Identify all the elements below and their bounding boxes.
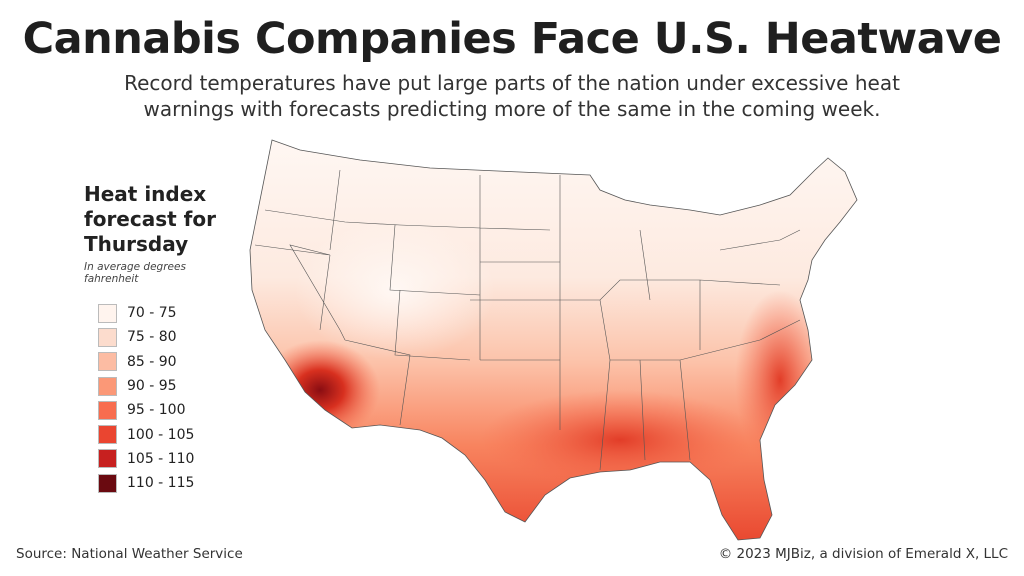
- legend-label: 105 - 110: [127, 450, 195, 467]
- legend-swatch: [98, 400, 117, 420]
- legend-item: 95 - 100: [84, 398, 234, 422]
- legend-label: 75 - 80: [127, 329, 177, 346]
- chart-subtitle: Record temperatures have put large parts…: [0, 70, 1024, 122]
- legend-swatch: [98, 352, 117, 372]
- legend-item: 75 - 80: [84, 325, 234, 349]
- legend-label: 70 - 75: [127, 305, 177, 322]
- legend-title-line: Thursday: [84, 232, 189, 256]
- legend-title-line: forecast for: [84, 207, 216, 231]
- legend-title-line: Heat index: [84, 182, 207, 206]
- legend-label: 85 - 90: [127, 353, 177, 370]
- source-note: Source: National Weather Service: [16, 546, 243, 562]
- legend-swatch: [98, 473, 117, 493]
- legend-swatch: [98, 376, 117, 396]
- legend-item: 90 - 95: [84, 374, 234, 398]
- legend-item: 110 - 115: [84, 471, 234, 495]
- legend-swatch: [98, 327, 117, 347]
- legend-item: 105 - 110: [84, 447, 234, 471]
- us-outline: [249, 139, 858, 541]
- copyright-note: © 2023 MJBiz, a division of Emerald X, L…: [718, 546, 1008, 562]
- legend-label: 100 - 105: [127, 426, 195, 443]
- legend-label: 90 - 95: [127, 378, 177, 395]
- subtitle-line: warnings with forecasts predicting more …: [143, 97, 881, 121]
- legend-swatch: [98, 425, 117, 445]
- heat-fill: [250, 140, 857, 540]
- legend-label: 95 - 100: [127, 402, 186, 419]
- legend-label: 110 - 115: [127, 475, 195, 492]
- legend-item: 100 - 105: [84, 422, 234, 446]
- subtitle-line: Record temperatures have put large parts…: [124, 71, 900, 95]
- legend-items: 70 - 75 75 - 80 85 - 90 90 - 95 95 - 100 100 …: [84, 301, 234, 495]
- legend-item: 70 - 75: [84, 301, 234, 325]
- legend-note-line: In average degrees: [84, 261, 186, 273]
- legend-item: 85 - 90: [84, 350, 234, 374]
- legend-title: Heat index forecast for Thursday: [84, 182, 234, 257]
- legend: Heat index forecast for Thursday In aver…: [84, 182, 234, 495]
- legend-swatch: [98, 449, 117, 469]
- chart-title: Cannabis Companies Face U.S. Heatwave: [22, 14, 1002, 64]
- legend-swatch: [98, 303, 117, 323]
- legend-note-line: fahrenheit: [84, 273, 139, 285]
- state-borders: [254, 169, 801, 471]
- legend-note: In average degrees fahrenheit: [84, 261, 234, 285]
